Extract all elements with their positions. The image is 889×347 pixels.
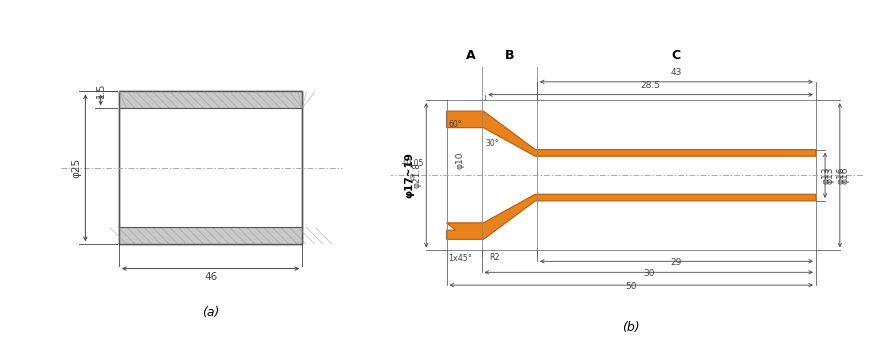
Text: 1x45°: 1x45° [448,254,472,263]
Polygon shape [446,194,816,239]
Text: 30°: 30° [485,139,499,149]
Text: φ10: φ10 [456,151,465,169]
Text: (a): (a) [202,306,220,319]
Bar [119,227,302,244]
Text: (b): (b) [622,321,640,334]
Text: A: A [466,49,476,62]
Text: R2: R2 [489,253,500,262]
Text: 0: 0 [409,174,414,183]
Text: C: C [672,49,681,62]
Text: 28.5: 28.5 [641,81,661,90]
Text: 1.5: 1.5 [96,83,106,98]
Text: φ16: φ16 [841,167,850,184]
Text: φ13: φ13 [821,167,830,184]
Polygon shape [446,111,816,156]
Text: B: B [505,49,514,62]
Bar [119,92,302,108]
Text: +0.05: +0.05 [400,159,423,168]
Text: 60°: 60° [448,120,462,129]
Text: 29: 29 [670,258,682,267]
Bar [119,92,302,244]
Text: φ25: φ25 [72,158,82,178]
Text: 50: 50 [626,282,637,291]
Text: φ16: φ16 [837,167,845,184]
Bar [119,92,302,244]
Text: φ21.8: φ21.8 [412,162,421,188]
Text: φ17~19: φ17~19 [404,152,414,198]
Text: 46: 46 [204,272,217,282]
Text: φ13: φ13 [826,167,835,184]
Text: 30: 30 [643,269,654,278]
Text: 43: 43 [670,68,682,77]
